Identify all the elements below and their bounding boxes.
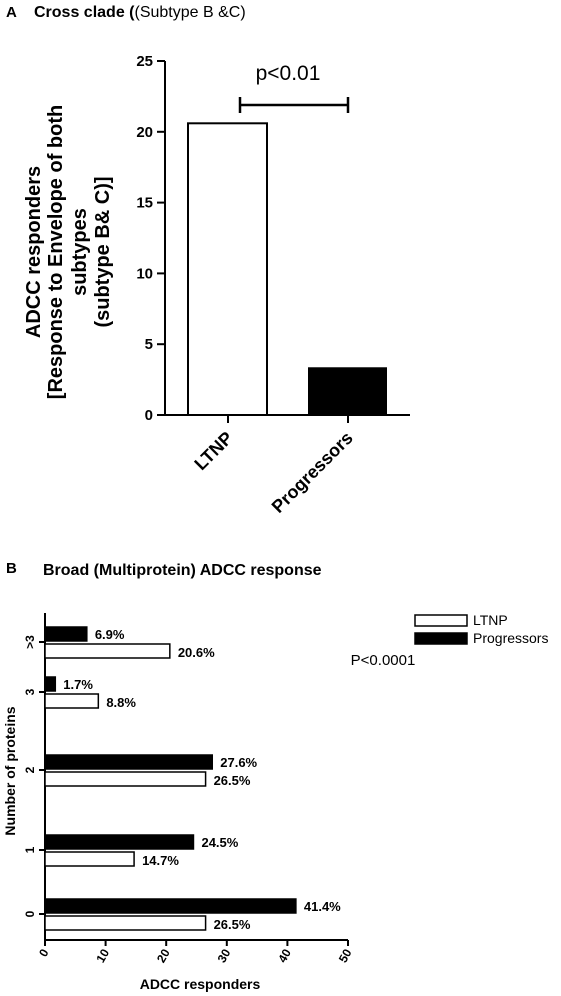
panel-b-title: Broad (Multiprotein) ADCC response xyxy=(43,562,322,579)
legend-label-progressors: Progressors xyxy=(473,630,548,646)
legend-label-ltnp: LTNP xyxy=(473,612,508,628)
chart-b-x-tick-label: 20 xyxy=(154,946,173,965)
chart-b-x-ticks: 0 10 20 30 40 50 xyxy=(36,940,355,965)
chart-b-bar-progressors xyxy=(44,626,88,642)
chart-b-data-label-progressors: 27.6% xyxy=(220,755,257,770)
chart-b-y-label: Number of proteins xyxy=(2,706,18,835)
chart-a-y-tick-label: 20 xyxy=(136,124,153,141)
chart-a-y-label: ADCC responders [Response to Envelope of … xyxy=(23,105,114,399)
chart-a-y-label-line: ADCC responders xyxy=(23,166,45,338)
legend-swatch-progressors xyxy=(414,632,468,645)
chart-b-legend: LTNP Progressors xyxy=(414,612,548,646)
chart-b-bar-ltnp xyxy=(44,771,207,787)
chart-a-category-labels: LTNP Progressors xyxy=(190,415,357,517)
chart-b-y-tick-label: >3 xyxy=(23,635,37,649)
chart-a-y-tick-label: 15 xyxy=(136,195,153,212)
panel-b-letter: B xyxy=(6,560,17,577)
chart-b-data-label-progressors: 1.7% xyxy=(63,677,93,692)
chart-b-data-label-ltnp: 20.6% xyxy=(178,645,215,660)
chart-b-y-tick-label: 1 xyxy=(23,846,37,853)
chart-b-x-tick-label: 0 xyxy=(36,946,52,959)
chart-b-data-labels: 41.4% 26.5% 24.5% 14.7% 27.6% 26.5% 1.7% 8.8% 6.… xyxy=(63,627,341,932)
chart-b-bar-progressors xyxy=(44,676,57,692)
chart-a-y-label-line: (subtype B& C)] xyxy=(92,176,114,327)
chart-b-bars xyxy=(44,626,297,931)
panel-a-title: Cross clade ((Subtype B &C) xyxy=(34,4,246,21)
chart-b-data-label-progressors: 24.5% xyxy=(201,835,238,850)
chart-b-x-tick-label: 10 xyxy=(93,946,112,965)
chart-a-bar-progressors xyxy=(308,367,387,417)
chart-b-p-value: P<0.0001 xyxy=(351,652,416,669)
chart-a-bars xyxy=(187,122,387,417)
chart-b-data-label-ltnp: 8.8% xyxy=(106,695,136,710)
chart-b-y-tick-label: 2 xyxy=(23,766,37,773)
panel-a-title-normal: (Subtype B &C) xyxy=(134,4,245,21)
chart-a-y-label-line: [Response to Envelope of both xyxy=(45,105,67,399)
chart-b: 0 10 20 30 40 50 0 1 2 3 >3 41.4% 26.5% 24.5% 14.7% 2… xyxy=(2,612,548,992)
chart-b-bar-progressors xyxy=(44,754,214,770)
chart-a-y-tick-label: 5 xyxy=(145,336,153,353)
chart-b-x-tick-label: 50 xyxy=(336,946,355,965)
chart-b-bar-progressors xyxy=(44,898,297,914)
chart-b-data-label-ltnp: 26.5% xyxy=(214,773,251,788)
panel-a-letter: A xyxy=(6,4,17,21)
chart-a: 0 5 10 15 20 25 LTNP Progressors ADCC responde… xyxy=(23,53,410,517)
chart-b-y-ticks: 0 1 2 3 >3 xyxy=(23,635,45,917)
chart-a-y-label-line: subtypes xyxy=(69,208,91,296)
chart-b-data-label-progressors: 6.9% xyxy=(95,627,125,642)
chart-a-category-label: LTNP xyxy=(190,428,236,474)
chart-b-data-label-ltnp: 26.5% xyxy=(214,917,251,932)
chart-b-bar-ltnp xyxy=(44,851,135,867)
chart-b-data-label-ltnp: 14.7% xyxy=(142,853,179,868)
chart-b-bar-ltnp xyxy=(44,643,171,659)
chart-b-bar-ltnp xyxy=(44,915,207,931)
chart-b-x-tick-label: 30 xyxy=(215,946,234,965)
chart-b-bar-ltnp xyxy=(44,693,100,709)
chart-a-bar-ltnp xyxy=(187,122,268,417)
chart-a-y-tick-label: 0 xyxy=(145,407,153,424)
chart-b-x-tick-label: 40 xyxy=(275,946,294,965)
legend-swatch-ltnp xyxy=(414,614,468,627)
chart-a-p-value: p<0.01 xyxy=(256,62,321,85)
chart-b-data-label-progressors: 41.4% xyxy=(304,899,341,914)
chart-b-y-tick-label: 0 xyxy=(23,910,37,917)
chart-a-significance-bracket xyxy=(238,97,350,113)
chart-b-y-tick-label: 3 xyxy=(23,688,37,695)
panel-a-title-bold: Cross clade ( xyxy=(34,4,135,21)
chart-a-y-ticks: 0 5 10 15 20 25 xyxy=(136,53,165,424)
chart-a-category-label: Progressors xyxy=(268,428,357,517)
chart-a-y-tick-label: 25 xyxy=(136,53,153,70)
chart-b-bar-progressors xyxy=(44,834,195,850)
chart-a-y-tick-label: 10 xyxy=(136,265,153,282)
chart-b-x-label: ADCC responders xyxy=(140,976,261,992)
